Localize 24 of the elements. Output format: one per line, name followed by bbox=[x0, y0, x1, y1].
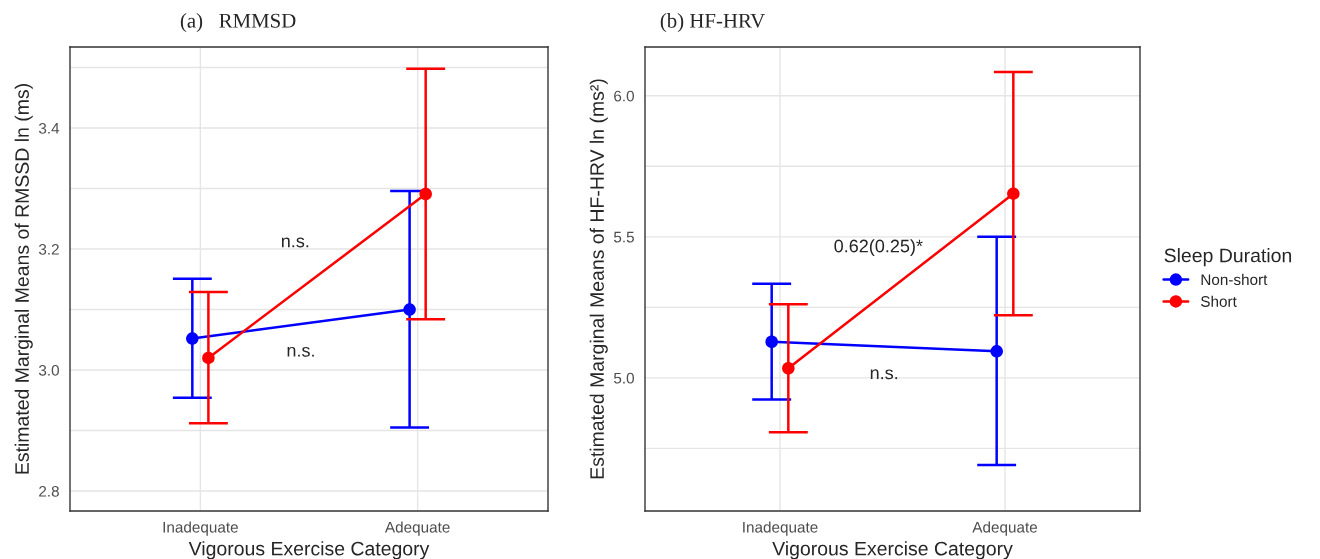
x-axis-title: Vigorous Exercise Category bbox=[772, 541, 1013, 559]
x-tick-label: Inadequate bbox=[743, 521, 818, 536]
y-tick-label: 3.4 bbox=[38, 122, 60, 134]
x-tick-label: Inadequate bbox=[163, 521, 238, 536]
y-axis-title: Estimated Marginal Means of HF-HRV ln (ms²) bbox=[589, 79, 608, 479]
legend-label: Non-short bbox=[1201, 273, 1268, 286]
y-tick-label: 3.0 bbox=[38, 364, 59, 376]
y-tick-label: 2.8 bbox=[39, 485, 59, 497]
annotation: 0.62(0.25)* bbox=[834, 239, 923, 256]
y-axis-title: Estimated Marginal Means of RMSSD ln (ms) bbox=[14, 84, 33, 474]
annotation: n.s. bbox=[281, 237, 309, 248]
x-axis-title: Vigorous Exercise Category bbox=[188, 541, 430, 559]
chart-title: (b) HF-HRV bbox=[660, 13, 766, 32]
y-tick-label: 5.5 bbox=[613, 231, 634, 243]
y-tick-label: 5.0 bbox=[613, 372, 634, 384]
annotation: n.s. bbox=[287, 346, 314, 357]
legend-title: Sleep Duration bbox=[1164, 248, 1292, 267]
x-tick-label: Adequate bbox=[384, 521, 450, 536]
y-tick-label: 3.2 bbox=[38, 243, 59, 255]
chart-title: (a) RMMSD bbox=[180, 13, 296, 32]
y-tick-label: 6.0 bbox=[614, 90, 634, 102]
x-tick-label: Adequate bbox=[972, 521, 1038, 536]
annotation: n.s. bbox=[870, 369, 898, 380]
legend-label: Short bbox=[1201, 295, 1237, 307]
